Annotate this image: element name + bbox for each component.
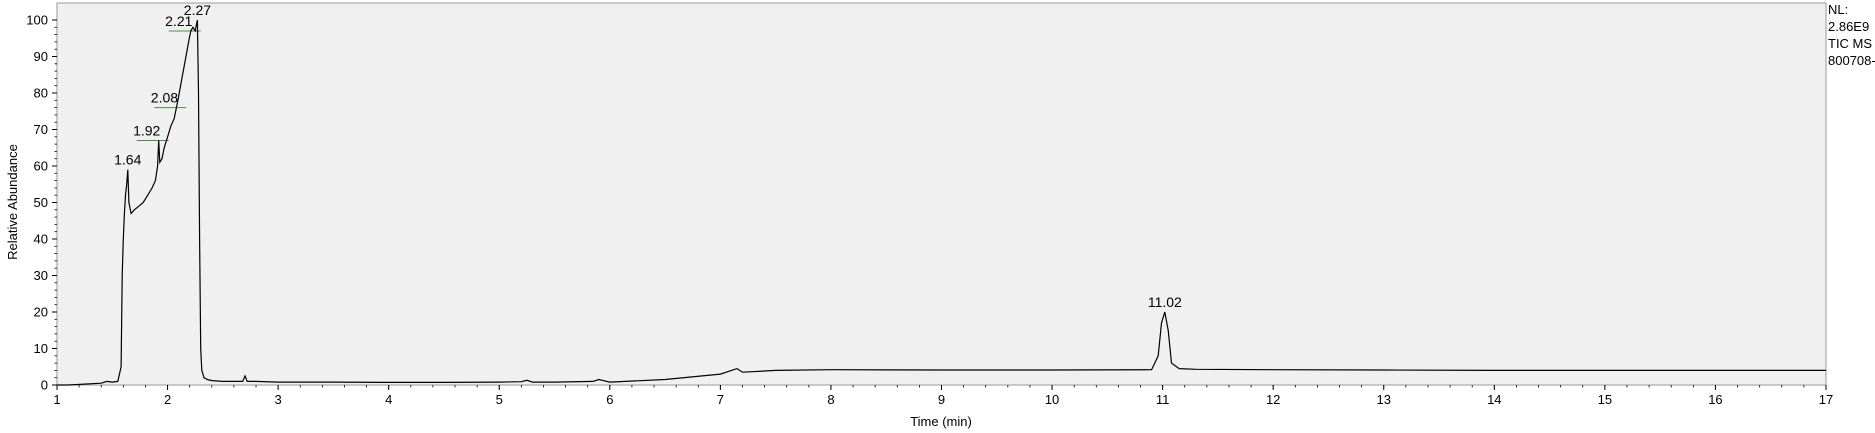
y-axis-title: Relative Abundance [5, 144, 20, 260]
x-tick-label: 4 [385, 392, 392, 407]
x-tick-label: 5 [496, 392, 503, 407]
scan-filter: TIC MS [1828, 36, 1873, 51]
y-tick-label: 70 [34, 122, 48, 137]
x-tick-label: 3 [275, 392, 282, 407]
peak-label: 2.08 [151, 90, 178, 106]
tic-trace-line [57, 19, 1826, 386]
y-tick-label: 10 [34, 341, 48, 356]
y-tick-label: 0 [41, 378, 48, 393]
x-tick-label: 7 [717, 392, 724, 407]
x-tick-label: 10 [1045, 392, 1059, 407]
peak-label: 2.27 [184, 2, 211, 18]
x-tick-label: 9 [938, 392, 945, 407]
y-tick-label: 50 [34, 195, 48, 210]
nl-label: NL: [1828, 2, 1849, 17]
file-name: 800708- [1828, 53, 1875, 68]
nl-value: 2.86E9 [1828, 19, 1870, 34]
peak-label: 1.64 [114, 152, 141, 168]
x-tick-label: 11 [1156, 392, 1170, 407]
y-axis: 0 10 20 30 40 50 60 70 80 90 100 [26, 13, 57, 393]
x-tick-label: 6 [606, 392, 613, 407]
x-tick-label: 8 [827, 392, 834, 407]
x-axis-title: Time (min) [910, 414, 972, 429]
y-tick-label: 60 [34, 159, 48, 174]
plot-area [56, 2, 1827, 386]
x-tick-label: 16 [1708, 392, 1722, 407]
y-tick-label: 40 [34, 232, 48, 247]
y-tick-label: 30 [34, 268, 48, 283]
peak-label: 11.02 [1148, 294, 1182, 310]
peak-label: 1.92 [133, 122, 160, 138]
peak-label: 2.21 [165, 13, 192, 29]
x-tick-label: 1 [53, 392, 60, 407]
x-axis: 1 2 3 4 5 6 7 8 9 10 11 12 13 14 15 16 17 [53, 385, 1833, 407]
y-tick-label: 100 [26, 13, 48, 28]
x-tick-label: 17 [1819, 392, 1833, 407]
y-tick-label: 80 [34, 86, 48, 101]
peak-labels: 1.64 1.92 2.08 2.212.27 11.02 [114, 2, 1182, 310]
x-tick-label: 15 [1598, 392, 1612, 407]
x-tick-label: 12 [1266, 392, 1280, 407]
x-tick-label: 13 [1377, 392, 1391, 407]
y-tick-label: 20 [34, 305, 48, 320]
x-tick-label: 14 [1487, 392, 1501, 407]
y-tick-label: 90 [34, 49, 48, 64]
x-tick-label: 2 [164, 392, 171, 407]
